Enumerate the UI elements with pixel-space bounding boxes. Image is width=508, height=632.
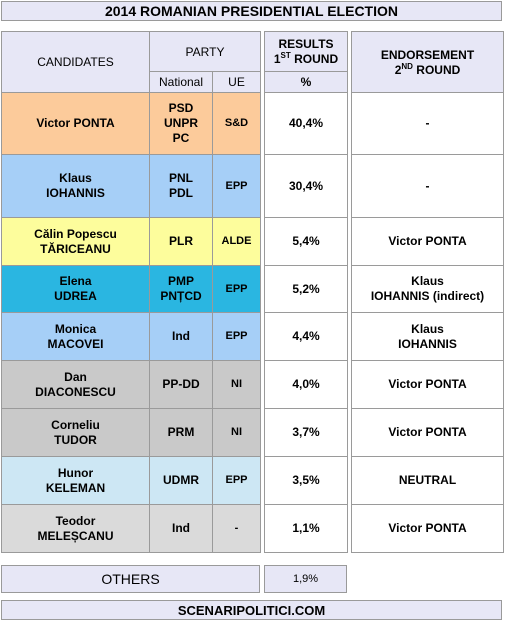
header-national: National bbox=[149, 71, 213, 93]
party-national: PP-DD bbox=[149, 360, 213, 409]
endorsement-second-round: Victor PONTA bbox=[351, 217, 504, 266]
page-title: 2014 ROMANIAN PRESIDENTIAL ELECTION bbox=[1, 1, 502, 21]
party-ue: ALDE bbox=[212, 217, 261, 266]
candidate-row: Teodor MELEȘCANU Ind -1,1% Victor PONTA bbox=[1, 504, 504, 553]
candidate-name: Corneliu TUDOR bbox=[1, 408, 150, 457]
endorsement-second-round: Klaus IOHANNIS (indirect) bbox=[351, 265, 504, 313]
candidate-name: Hunor KELEMAN bbox=[1, 456, 150, 505]
results-table: CANDIDATES PARTY RESULTS 1ST ROUND ENDOR… bbox=[1, 31, 504, 553]
endorsement-second-round: Victor PONTA bbox=[351, 504, 504, 553]
party-national: PMP PNȚCD bbox=[149, 265, 213, 313]
header-percent: % bbox=[264, 71, 348, 93]
candidate-row: Hunor KELEMAN UDMR EPP 3,5% NEUTRAL bbox=[1, 456, 504, 505]
header-results: RESULTS 1ST ROUND bbox=[264, 31, 348, 72]
others-label: OTHERS bbox=[1, 565, 260, 593]
candidate-row: Dan DIACONESCU PP-DD NI 4,0% Victor PONTA bbox=[1, 360, 504, 409]
result-first-round: 4,0% bbox=[264, 360, 348, 409]
party-national: PLR bbox=[149, 217, 213, 266]
party-national: PSD UNPR PC bbox=[149, 92, 213, 155]
candidate-name: Dan DIACONESCU bbox=[1, 360, 150, 409]
candidate-name: Teodor MELEȘCANU bbox=[1, 504, 150, 553]
result-first-round: 5,2% bbox=[264, 265, 348, 313]
endorsement-second-round: Victor PONTA bbox=[351, 360, 504, 409]
candidate-name: Călin Popescu TĂRICEANU bbox=[1, 217, 150, 266]
header-party: PARTY bbox=[149, 31, 261, 72]
result-first-round: 4,4% bbox=[264, 312, 348, 361]
candidate-row: Klaus IOHANNIS PNL PDL EPP 30,4% - bbox=[1, 154, 504, 218]
header-ue: UE bbox=[212, 71, 261, 93]
party-ue: EPP bbox=[212, 312, 261, 361]
party-ue: S&D bbox=[212, 92, 261, 155]
party-national: UDMR bbox=[149, 456, 213, 505]
party-ue: EPP bbox=[212, 154, 261, 218]
candidate-row: Elena UDREA PMP PNȚCD EPP 5,2% Klaus IOHANNI… bbox=[1, 265, 504, 313]
header-endorsement: ENDORSEMENT 2ND ROUND bbox=[351, 31, 504, 93]
candidate-row: Corneliu TUDOR PRM NI 3,7% Victor PONTA bbox=[1, 408, 504, 457]
result-first-round: 40,4% bbox=[264, 92, 348, 155]
party-national: PRM bbox=[149, 408, 213, 457]
endorsement-second-round: - bbox=[351, 154, 504, 218]
result-first-round: 3,7% bbox=[264, 408, 348, 457]
party-national: Ind bbox=[149, 312, 213, 361]
result-first-round: 1,1% bbox=[264, 504, 348, 553]
party-ue: EPP bbox=[212, 265, 261, 313]
party-ue: NI bbox=[212, 408, 261, 457]
endorsement-second-round: - bbox=[351, 92, 504, 155]
endorsement-second-round: Klaus IOHANNIS bbox=[351, 312, 504, 361]
candidate-name: Victor PONTA bbox=[1, 92, 150, 155]
party-national: Ind bbox=[149, 504, 213, 553]
footer-source: SCENARIPOLITICI.COM bbox=[1, 600, 502, 620]
result-first-round: 3,5% bbox=[264, 456, 348, 505]
endorsement-second-round: NEUTRAL bbox=[351, 456, 504, 505]
result-first-round: 30,4% bbox=[264, 154, 348, 218]
others-result: 1,9% bbox=[264, 565, 347, 593]
candidate-name: Monica MACOVEI bbox=[1, 312, 150, 361]
header-candidates: CANDIDATES bbox=[1, 31, 150, 93]
party-ue: - bbox=[212, 504, 261, 553]
candidate-name: Elena UDREA bbox=[1, 265, 150, 313]
result-first-round: 5,4% bbox=[264, 217, 348, 266]
candidate-row: Victor PONTA PSD UNPR PC S&D 40,4% - bbox=[1, 92, 504, 155]
party-national: PNL PDL bbox=[149, 154, 213, 218]
party-ue: EPP bbox=[212, 456, 261, 505]
candidate-name: Klaus IOHANNIS bbox=[1, 154, 150, 218]
candidate-row: Călin Popescu TĂRICEANU PLR ALDE 5,4% Victor… bbox=[1, 217, 504, 266]
endorsement-second-round: Victor PONTA bbox=[351, 408, 504, 457]
party-ue: NI bbox=[212, 360, 261, 409]
candidate-row: Monica MACOVEI Ind EPP 4,4% Klaus IOHANNIS bbox=[1, 312, 504, 361]
